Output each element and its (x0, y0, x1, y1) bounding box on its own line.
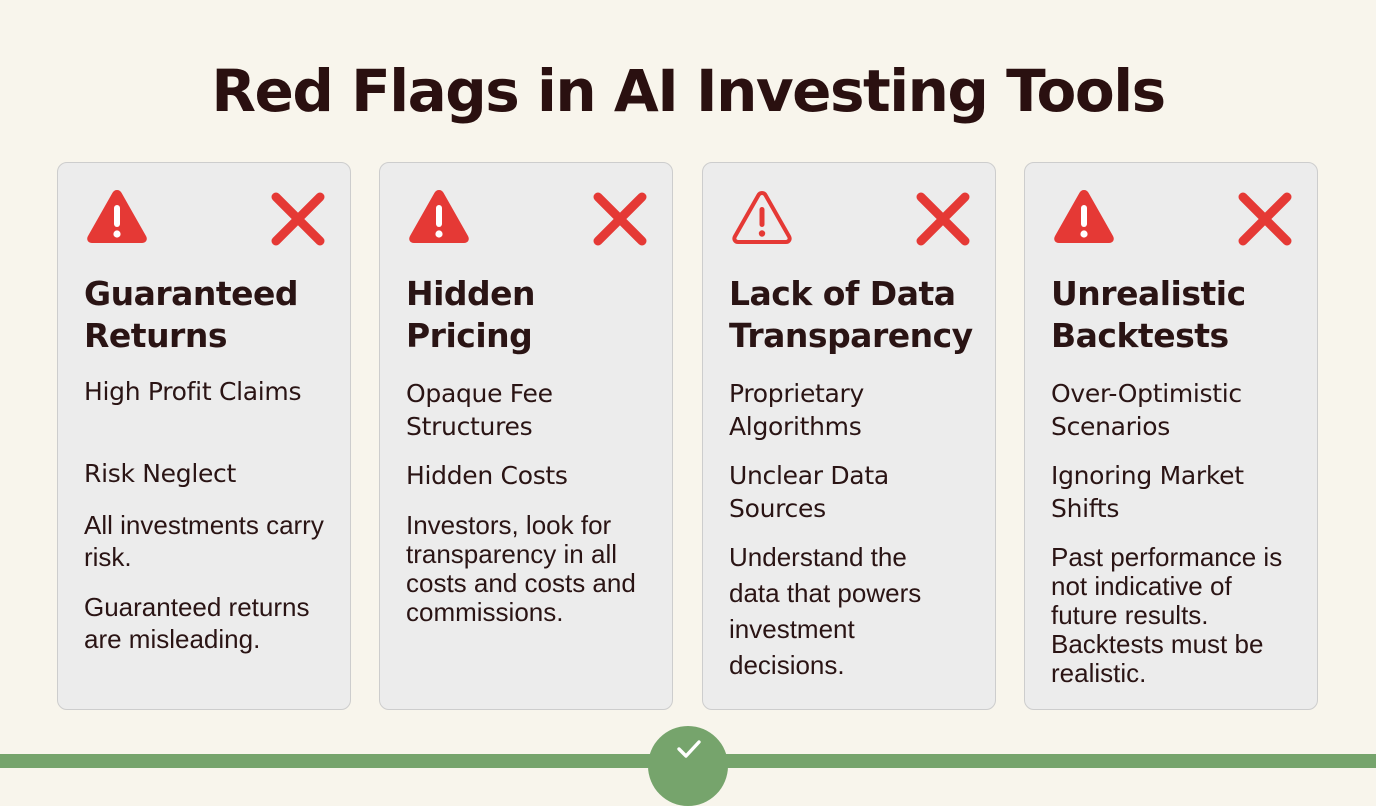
card-title: Lack of Data Transparency (729, 274, 973, 355)
warning-triangle-icon (409, 190, 469, 243)
card-note: All investments carry risk. (84, 510, 324, 572)
checkmark-icon (677, 740, 701, 758)
card-point: Ignoring Market Shifts (1051, 461, 1244, 523)
card-note: Understand the data that powers investme… (729, 542, 922, 680)
warning-triangle-outline-icon (732, 190, 792, 244)
red-flag-card-data-transparency: Lack of Data Transparency Proprietary Al… (702, 162, 996, 710)
x-mark-icon (271, 192, 325, 246)
x-mark-icon (916, 192, 970, 246)
card-title: Unrealistic Backtests (1051, 274, 1246, 355)
card-point: Unclear Data Sources (729, 461, 889, 523)
card-note: Guaranteed returns are misleading. (84, 592, 310, 654)
card-point: Proprietary Algorithms (729, 379, 865, 441)
red-flag-card-unrealistic-backtests: Unrealistic Backtests Over-Optimistic Sc… (1024, 162, 1318, 710)
card-point: Over-Optimistic Scenarios (1051, 379, 1242, 441)
card-note: Past performance is not indicative of fu… (1051, 542, 1283, 688)
x-mark-icon (1238, 192, 1292, 246)
card-title: Guaranteed Returns (84, 274, 299, 355)
x-mark-icon (593, 192, 647, 246)
page-title: Red Flags in AI Investing Tools (211, 57, 1166, 125)
card-point: Risk Neglect (84, 459, 236, 488)
card-title: Hidden Pricing (406, 274, 536, 355)
red-flag-card-guaranteed-returns: Guaranteed Returns High Profit Claims Ri… (57, 162, 351, 710)
card-note: Investors, look for transparency in all … (406, 510, 636, 627)
warning-triangle-icon (1054, 190, 1114, 243)
card-point: Hidden Costs (406, 461, 568, 490)
card-point: Opaque Fee Structures (406, 379, 553, 441)
card-point: High Profit Claims (84, 377, 302, 406)
red-flag-card-hidden-pricing: Hidden Pricing Opaque Fee Structures Hid… (379, 162, 673, 710)
warning-triangle-icon (87, 190, 147, 243)
